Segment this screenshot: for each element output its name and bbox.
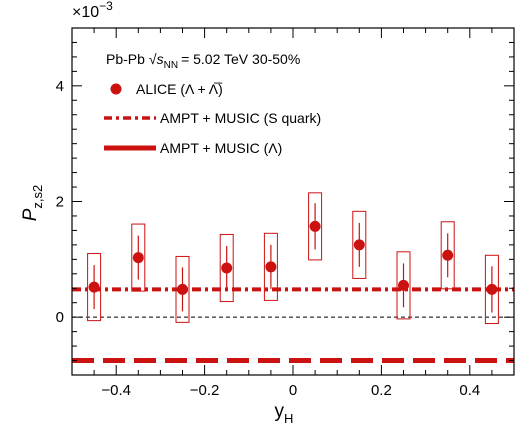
sys-error-box bbox=[131, 223, 146, 292]
data-point-3 bbox=[219, 233, 234, 303]
y-tick-label: 0 bbox=[56, 309, 64, 326]
data-point-6 bbox=[352, 210, 367, 279]
model-curves bbox=[72, 287, 514, 364]
legend-label-s-quark: AMPT + MUSIC (S quark) bbox=[160, 110, 321, 126]
data-point-7 bbox=[396, 251, 411, 320]
sys-error-box bbox=[396, 251, 411, 320]
data-point-4 bbox=[263, 232, 278, 301]
data-point-2 bbox=[175, 255, 190, 323]
marker bbox=[177, 283, 188, 295]
x-tick-label: 0.4 bbox=[459, 382, 480, 399]
x-tick-label: −0.4 bbox=[101, 382, 131, 399]
sys-error-box bbox=[352, 210, 367, 279]
sys-error-box bbox=[219, 233, 234, 303]
y-tick-label: 2 bbox=[56, 194, 64, 211]
x-tick-label: −0.2 bbox=[190, 382, 220, 399]
marker bbox=[309, 220, 321, 232]
legend-label-alice: ALICE (Λ + Λ̅) bbox=[136, 81, 223, 97]
data-points bbox=[87, 192, 499, 325]
sys-error-box bbox=[484, 254, 499, 325]
data-point-1 bbox=[131, 223, 146, 292]
axis-ticks: −0.4 −0.2 0 0.2 0.4 0 2 4 bbox=[56, 27, 515, 399]
marker bbox=[442, 249, 454, 261]
x-tick-label: 0.2 bbox=[371, 382, 392, 399]
marker bbox=[132, 252, 144, 264]
data-point-5 bbox=[308, 192, 323, 261]
legend-header: Pb-Pb √sNN = 5.02 TeV 30-50% bbox=[106, 51, 300, 71]
y-multiplier: ×10−3 bbox=[72, 0, 113, 21]
sys-error-box bbox=[263, 232, 278, 301]
data-point-8 bbox=[440, 221, 455, 290]
marker bbox=[353, 239, 365, 251]
legend-marker-alice bbox=[110, 83, 122, 95]
sys-error-box bbox=[440, 221, 455, 290]
legend: Pb-Pb √sNN = 5.02 TeV 30-50% ALICE (Λ + Λ̅… bbox=[104, 51, 321, 156]
x-axis-title: yH bbox=[275, 401, 294, 426]
data-point-0 bbox=[87, 253, 102, 322]
marker bbox=[88, 281, 100, 293]
data-point-9 bbox=[484, 254, 499, 325]
sys-error-box bbox=[175, 255, 190, 323]
sys-error-box bbox=[308, 192, 323, 261]
marker bbox=[398, 279, 409, 291]
y-tick-label: 4 bbox=[56, 78, 64, 95]
legend-label-lambda: AMPT + MUSIC (Λ) bbox=[160, 140, 282, 156]
x-tick-label: 0 bbox=[289, 382, 297, 399]
sys-error-box bbox=[87, 253, 102, 322]
marker bbox=[221, 262, 233, 274]
y-axis-title: Pz,s2 bbox=[20, 185, 45, 222]
marker bbox=[265, 261, 277, 273]
marker bbox=[486, 283, 498, 295]
